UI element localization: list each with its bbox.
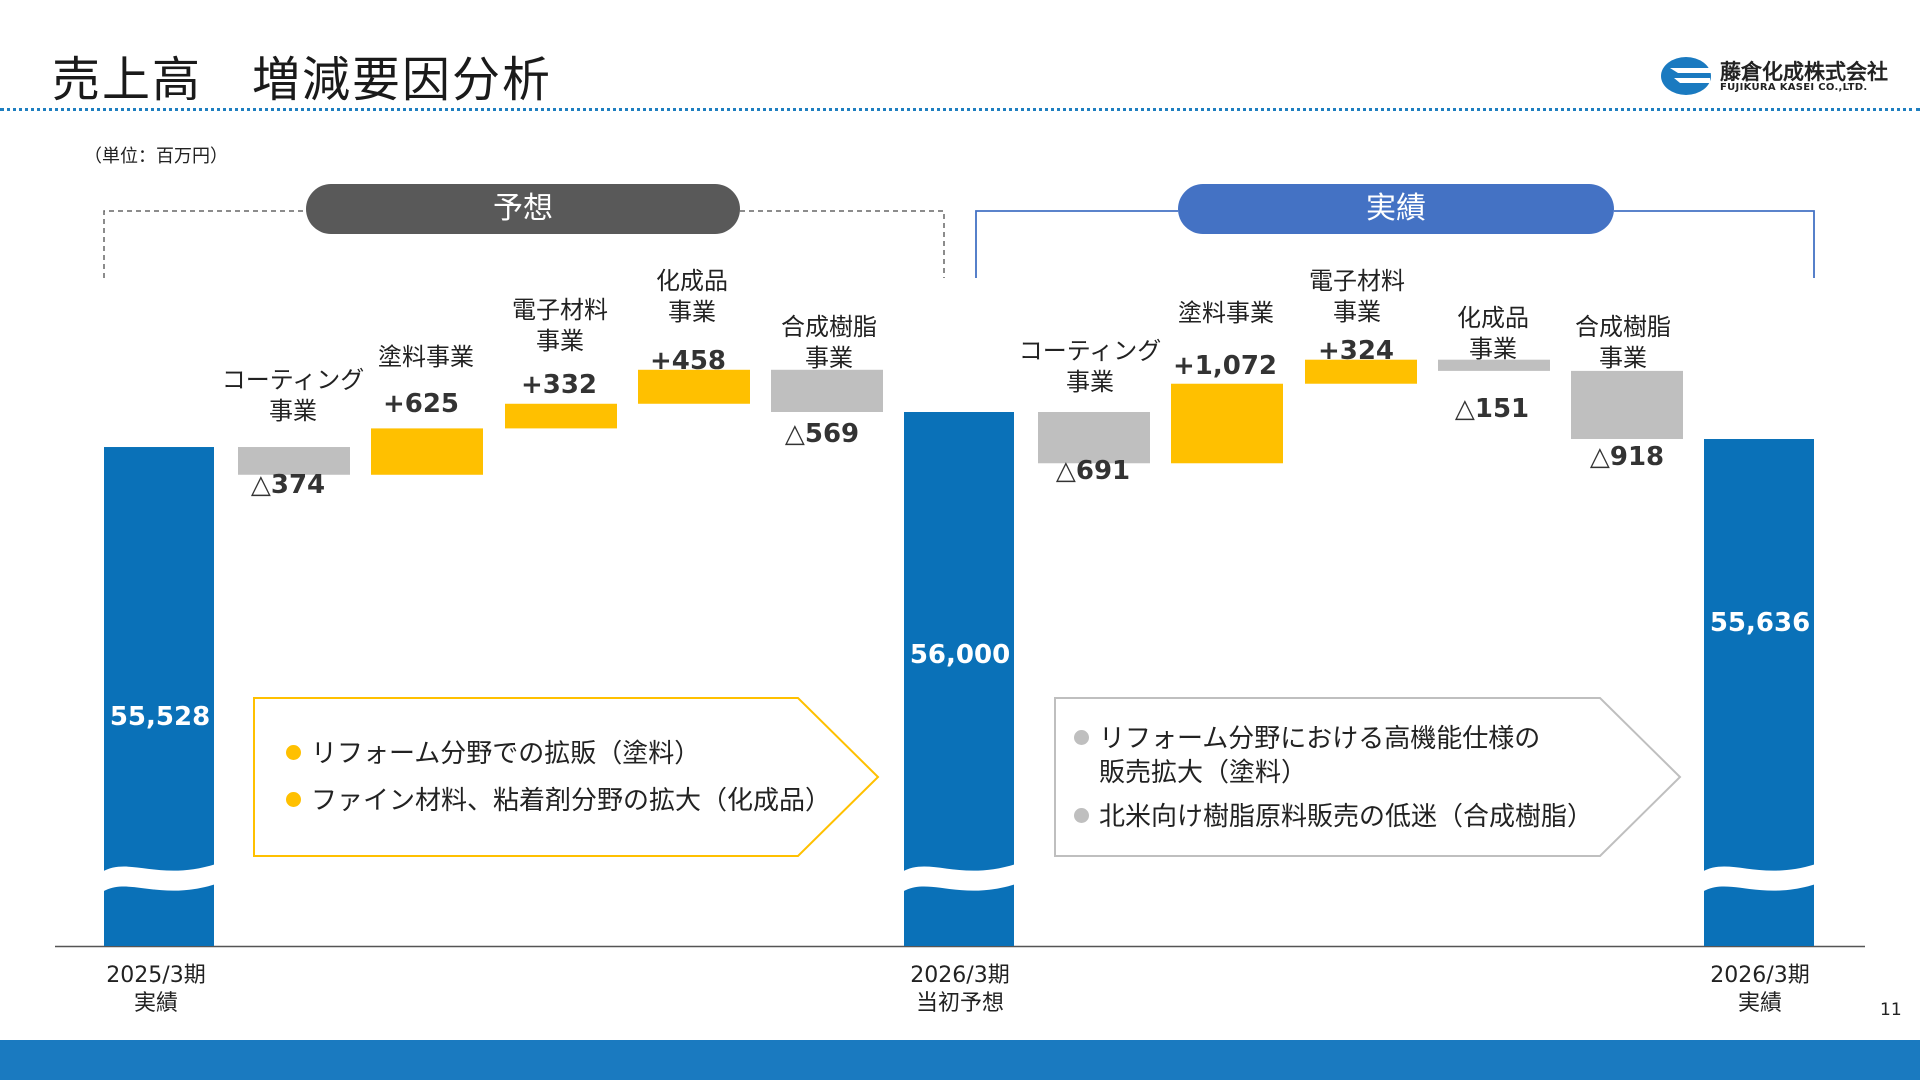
total-bar: [104, 447, 214, 946]
actual-category-label: 化成品 事業: [1457, 304, 1529, 363]
forecast-category-label: 合成樹脂 事業: [781, 313, 877, 372]
actual-change-label: +1,072: [1172, 351, 1278, 381]
actual-pill: 実績: [1178, 184, 1614, 234]
forecast-change-bar: [238, 447, 350, 475]
forecast-change-label: +458: [649, 346, 727, 376]
actual-change-bar: [1438, 359, 1550, 371]
waterfall-chart: [55, 210, 1865, 948]
forecast-note-item: ファイン材料、粘着剤分野の拡大（化成品）: [286, 784, 831, 818]
total-bar-label: 55,636: [1709, 608, 1811, 638]
forecast-category-label: 化成品 事業: [656, 267, 728, 326]
header-divider: [0, 108, 1920, 111]
footer-band: [0, 1040, 1920, 1080]
actual-change-bar: [1305, 359, 1417, 384]
actual-note-item: 販売拡大（塗料）: [1099, 758, 1308, 788]
bullet-icon: [286, 792, 301, 807]
forecast-category-label: 電子材料 事業: [512, 296, 608, 355]
actual-change-label: △151: [1454, 394, 1530, 424]
logo-company-name: 藤倉化成株式会社: [1720, 60, 1888, 84]
x-label-mid: 2026/3期 当初予想: [910, 963, 1010, 1016]
actual-change-bar: [1171, 383, 1283, 464]
bullet-icon: [286, 745, 301, 760]
axis-break-wave: [902, 864, 1016, 892]
actual-note-item: リフォーム分野における高機能仕様の: [1074, 722, 1540, 756]
actual-change-label: △691: [1055, 456, 1131, 486]
bullet-icon: [1074, 808, 1089, 823]
forecast-change-label: +625: [382, 389, 460, 419]
total-bar-label: 55,528: [109, 702, 211, 732]
actual-category-label: 塗料事業: [1178, 299, 1274, 327]
actual-note-item: 北米向け樹脂原料販売の低迷（合成樹脂）: [1074, 800, 1593, 834]
total-bar: [1704, 439, 1814, 946]
forecast-bracket-right: [740, 210, 945, 278]
forecast-pill: 予想: [306, 184, 740, 234]
axis-break-wave: [1702, 864, 1816, 892]
forecast-callout-box: [253, 697, 880, 857]
actual-change-label: +324: [1317, 336, 1395, 366]
page-number: 11: [1880, 1000, 1902, 1020]
actual-change-bar: [1571, 370, 1683, 440]
page-title: 売上高 増減要因分析: [52, 52, 553, 108]
company-logo: 藤倉化成株式会社 FUJIKURA KASEI CO.,LTD.: [1660, 54, 1896, 98]
unit-note: （単位：百万円）: [84, 146, 228, 167]
bullet-icon: [1074, 730, 1089, 745]
actual-category-label: コーティング 事業: [1018, 337, 1162, 396]
logo-mark-icon: [1661, 57, 1712, 95]
forecast-change-label: △374: [250, 470, 326, 500]
forecast-change-bar: [371, 428, 483, 475]
logo-company-subtitle: FUJIKURA KASEI CO.,LTD.: [1720, 82, 1868, 93]
actual-bracket-left: [975, 210, 1178, 278]
forecast-change-label: +332: [520, 370, 598, 400]
actual-change-label: △918: [1589, 442, 1665, 472]
forecast-change-bar: [771, 369, 883, 412]
actual-bracket-right: [1614, 210, 1815, 278]
forecast-bracket-left: [103, 210, 306, 278]
actual-callout-box: [1054, 697, 1682, 857]
total-bar: [904, 412, 1014, 946]
forecast-change-bar: [638, 369, 750, 404]
axis-break-wave: [102, 864, 216, 892]
actual-category-label: 合成樹脂 事業: [1575, 313, 1671, 372]
forecast-category-label: コーティング 事業: [221, 366, 365, 425]
actual-change-bar: [1038, 412, 1150, 464]
x-label-start: 2025/3期 実績: [106, 963, 206, 1016]
forecast-category-label: 塗料事業: [378, 343, 474, 371]
forecast-change-bar: [505, 403, 617, 429]
x-label-end: 2026/3期 実績: [1710, 963, 1810, 1016]
forecast-change-label: △569: [784, 419, 860, 449]
total-bar-label: 56,000: [909, 640, 1011, 670]
forecast-note-item: リフォーム分野での拡販（塗料）: [286, 737, 700, 771]
actual-category-label: 電子材料 事業: [1309, 267, 1405, 326]
